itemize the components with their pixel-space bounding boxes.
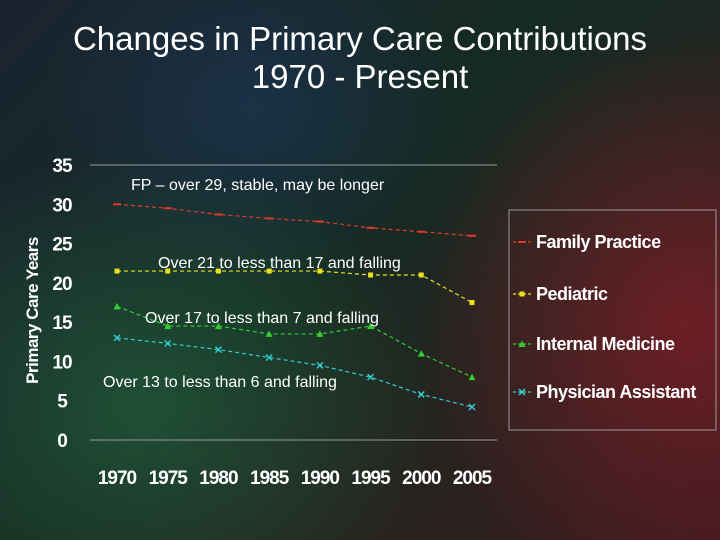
data-point: [469, 300, 475, 305]
y-tick-label: 15: [52, 313, 73, 334]
x-tick-label: 2005: [453, 468, 493, 489]
series-family-practice: [113, 203, 476, 237]
series-line: [117, 270, 473, 304]
data-point: [164, 322, 172, 330]
y-tick-label: 5: [57, 392, 68, 413]
y-axis-label: Primary Care Years: [23, 237, 42, 384]
data-point: [417, 390, 425, 398]
data-point: [114, 268, 120, 274]
legend-item: Family Practice: [513, 232, 662, 252]
legend-label: Pediatric: [536, 284, 608, 304]
series-pediatric: [114, 268, 475, 305]
legend-label: Family Practice: [536, 232, 661, 252]
data-point: [266, 268, 272, 274]
x-tick-label: 1980: [199, 468, 238, 489]
series-physician-assistant: [113, 334, 476, 411]
y-tick-label: 0: [57, 431, 67, 452]
slide-title-line-2: 1970 - Present: [251, 58, 469, 95]
series-line: [116, 203, 473, 237]
annotation-text: Over 21 to less than 17 and falling: [158, 255, 401, 272]
legend-label: Internal Medicine: [536, 334, 675, 354]
data-point: [214, 322, 222, 330]
annotation-text: Over 17 to less than 7 and falling: [145, 310, 379, 327]
data-point-stroke: [367, 373, 375, 381]
series-line: [116, 337, 473, 408]
data-point: [417, 350, 425, 357]
x-tick-label: 1995: [351, 468, 391, 489]
data-point-stroke: [113, 334, 121, 342]
data-point-stroke: [316, 361, 324, 369]
legend-box: [508, 209, 717, 431]
legend-item: Internal Medicine: [513, 334, 676, 354]
data-point: [418, 272, 424, 278]
data-point-stroke: [417, 390, 425, 398]
data-point: [519, 291, 525, 297]
data-point: [165, 268, 171, 274]
data-point-stroke: [518, 388, 526, 396]
data-point: [368, 272, 374, 278]
y-tick-label: 25: [52, 235, 73, 256]
legend-layer: Family Practice Pediatric Internal Medicin…: [508, 209, 717, 431]
data-point-stroke: [265, 353, 273, 362]
legend-item: Physician Assistant: [513, 382, 697, 402]
x-tick-label: 1975: [149, 468, 189, 489]
data-point: [265, 330, 273, 337]
data-point: [164, 339, 172, 347]
y-tick-label: 35: [52, 156, 73, 177]
data-point: [265, 353, 273, 362]
y-tick-label: 20: [52, 274, 72, 295]
series-layer: [113, 203, 476, 411]
data-point: [367, 373, 375, 381]
data-point-stroke: [164, 339, 172, 347]
data-point: [316, 361, 324, 369]
x-tick-label: 1970: [98, 468, 137, 489]
y-tick-label: 10: [52, 352, 72, 373]
data-point: [215, 268, 221, 274]
grid-layer: [90, 164, 497, 441]
legend-label: Physician Assistant: [536, 382, 696, 402]
data-point: [316, 330, 324, 337]
x-tick-label: 1990: [301, 468, 340, 489]
data-point: [214, 346, 222, 354]
legend-item: Pediatric: [513, 284, 609, 304]
axis-layer: 0 5 10 15 20 25 30 35 Primary Care Years 1970 1975…: [23, 156, 494, 489]
y-tick-label: 30: [52, 195, 72, 216]
annotation-layer: FP – over 29, stable, may be longer Over …: [103, 177, 401, 391]
x-tick-label: 1985: [250, 468, 290, 489]
data-point: [518, 340, 526, 347]
data-point: [113, 302, 121, 310]
x-tick-label: 2000: [402, 468, 441, 489]
annotation-text: FP – over 29, stable, may be longer: [131, 177, 385, 194]
annotation-text: Over 13 to less than 6 and falling: [103, 374, 337, 391]
series-internal-medicine: [113, 302, 476, 381]
data-point: [468, 373, 476, 381]
slide-title-line-1: Changes in Primary Care Contributions: [72, 20, 648, 57]
data-point: [113, 334, 121, 342]
data-point: [367, 322, 375, 330]
data-point-stroke: [214, 346, 222, 354]
data-point-stroke: [468, 403, 476, 411]
data-point: [317, 268, 323, 274]
slide-title: Changes in Primary Care Contributions 19…: [0, 20, 720, 96]
data-point: [518, 388, 526, 396]
data-point: [468, 403, 476, 411]
